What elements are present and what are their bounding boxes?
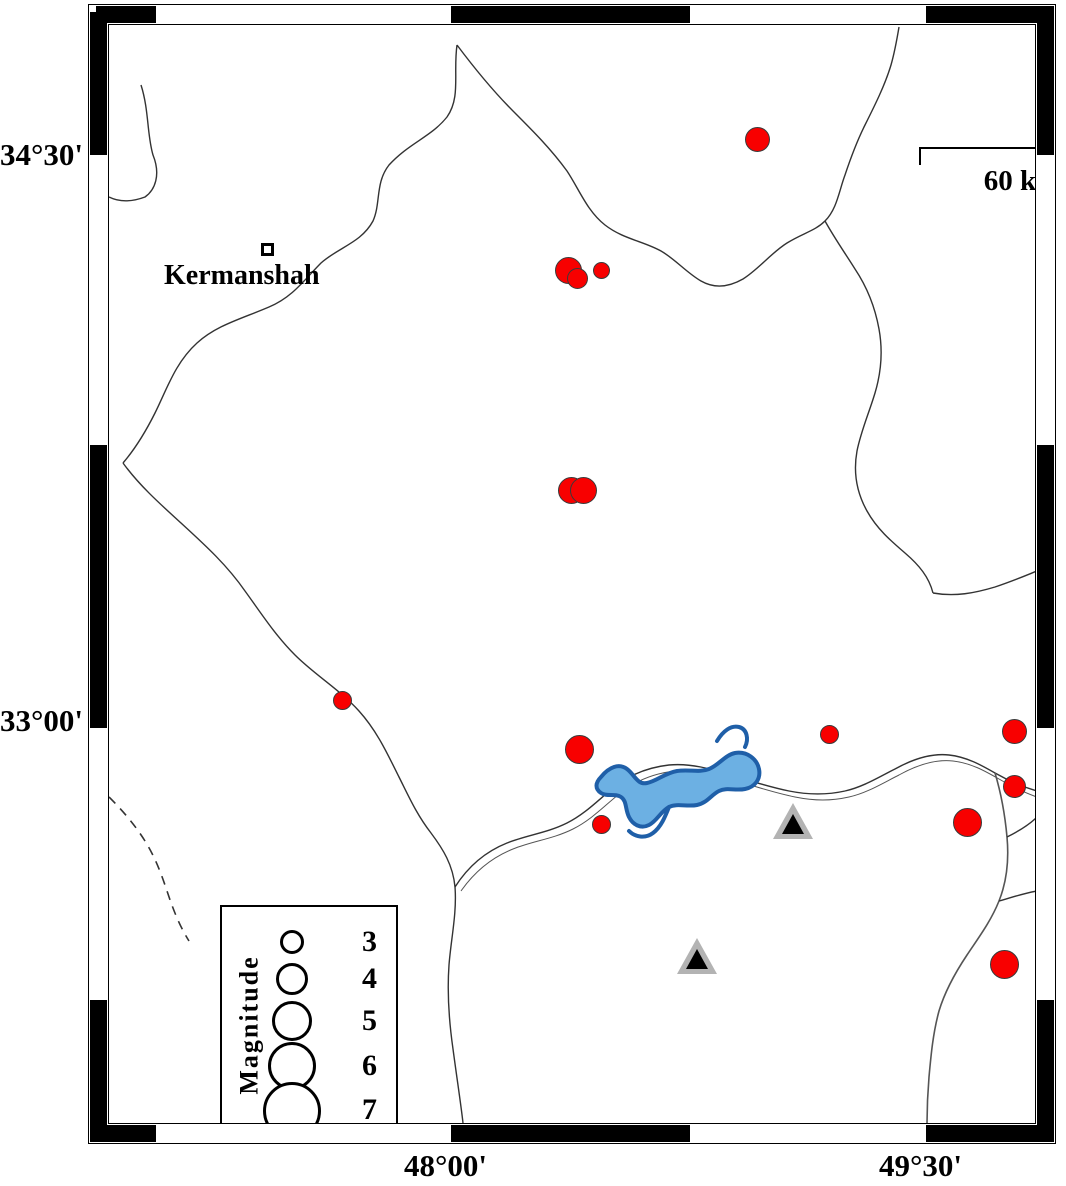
frame-tick-left-2 xyxy=(90,445,107,728)
frame-tick-right-3 xyxy=(1037,1000,1054,1142)
frame-outer-rule xyxy=(88,4,1056,1144)
magnitude-legend: Magnitude 3 4 5 6 xyxy=(220,905,398,1124)
epicenter-marker[interactable] xyxy=(593,262,610,279)
legend-row: 6 xyxy=(268,1041,395,1091)
legend-title-text: Magnitude xyxy=(235,955,264,1095)
legend-label-5: 5 xyxy=(362,1004,377,1037)
scale-bar-bracket xyxy=(919,147,1035,165)
frame-tick-bottom-3 xyxy=(926,1125,1054,1142)
epicenter-marker[interactable] xyxy=(745,127,770,152)
city-marker-square[interactable] xyxy=(261,243,274,256)
longitude-label-49-30: 49°30' xyxy=(879,1148,963,1183)
epicenter-marker[interactable] xyxy=(1002,719,1027,744)
epicenter-marker[interactable] xyxy=(570,477,597,504)
legend-circle-3 xyxy=(280,930,304,954)
lake-polygon xyxy=(594,724,762,839)
legend-row: 7 xyxy=(263,1081,395,1124)
legend-circle-7 xyxy=(263,1082,321,1123)
legend-circle-5 xyxy=(272,1001,312,1041)
legend-row: 4 xyxy=(270,962,395,996)
map-frame: Kermanshah 60 km Magnitude 3 4 xyxy=(88,4,1056,1144)
scale-bar xyxy=(919,147,1035,165)
station-triangle-marker[interactable] xyxy=(676,936,718,976)
epicenter-marker[interactable] xyxy=(1003,775,1026,798)
frame-tick-top-3 xyxy=(926,6,1054,23)
legend-circle-4 xyxy=(276,963,308,995)
epicenter-marker[interactable] xyxy=(567,268,588,289)
frame-tick-bottom-2 xyxy=(451,1125,690,1142)
frame-tick-right-2 xyxy=(1037,445,1054,728)
latitude-label-33-00: 33°00' xyxy=(0,703,84,738)
frame-tick-left-3 xyxy=(90,1000,107,1142)
latitude-label-34-30: 34°30' xyxy=(0,137,84,172)
legend-title: Magnitude xyxy=(230,925,270,1123)
legend-row: 3 xyxy=(270,925,395,958)
epicenter-marker[interactable] xyxy=(592,815,611,834)
epicenter-marker[interactable] xyxy=(333,691,352,710)
frame-tick-bottom-1 xyxy=(96,1125,156,1142)
epicenter-marker[interactable] xyxy=(990,950,1019,979)
legend-label-7: 7 xyxy=(362,1093,377,1124)
frame-tick-top-2 xyxy=(451,6,690,23)
map-interior[interactable]: Kermanshah 60 km Magnitude 3 4 xyxy=(108,24,1036,1124)
legend-label-4: 4 xyxy=(362,962,377,995)
epicenter-marker[interactable] xyxy=(953,808,982,837)
legend-label-3: 3 xyxy=(362,925,377,958)
frame-tick-top-1 xyxy=(96,6,156,23)
epicenter-marker[interactable] xyxy=(565,735,594,764)
frame-tick-left-1 xyxy=(90,12,107,155)
longitude-label-48-00: 48°00' xyxy=(404,1148,488,1183)
legend-label-6: 6 xyxy=(362,1049,377,1082)
frame-tick-right-1 xyxy=(1037,12,1054,155)
scale-bar-label: 60 km xyxy=(983,165,1036,197)
city-label-kermanshah: Kermanshah xyxy=(164,260,320,291)
legend-row: 5 xyxy=(270,1000,395,1042)
station-triangle-marker[interactable] xyxy=(772,801,814,841)
epicenter-marker[interactable] xyxy=(820,725,839,744)
